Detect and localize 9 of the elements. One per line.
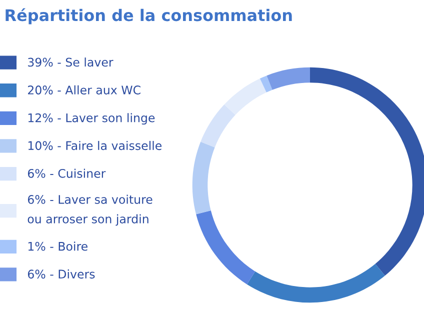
chart-title: Répartition de la consommation: [6, 8, 292, 24]
legend-label: 10% - Faire la vaisselle: [28, 140, 162, 150]
legend-label: 6% - Laver sa voiture ou arroser son jardin: [28, 194, 152, 226]
legend-label: 39% - Se laver: [28, 58, 114, 67]
legend-label: 6% - Cuisiner: [28, 168, 106, 178]
legend-label: 20% - Aller aux WC: [28, 85, 140, 94]
legend-label: 1% - Boire: [28, 242, 88, 251]
legend-label: 12% - Laver son linge: [28, 113, 155, 125]
legend-label: 6% - Divers: [28, 269, 95, 279]
